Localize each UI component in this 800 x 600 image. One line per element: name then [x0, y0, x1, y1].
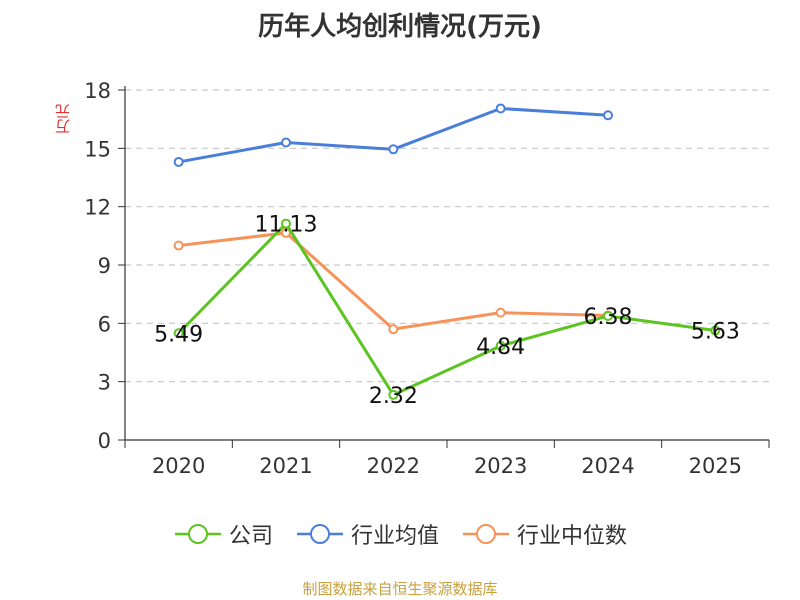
legend-item[interactable]: 行业均值: [295, 518, 439, 550]
chart-title: 历年人均创利情况(万元): [258, 12, 542, 42]
x-tick-label: 2023: [474, 454, 527, 478]
data-label: 4.84: [476, 335, 525, 360]
data-point: [603, 110, 613, 121]
x-tick-label: 2022: [367, 454, 420, 478]
series-line: [178, 231, 609, 331]
data-point: [173, 328, 184, 339]
y-tick-label: 18: [84, 79, 111, 103]
data-point: [603, 310, 613, 321]
y-tick-label: 15: [84, 137, 111, 161]
legend-item[interactable]: 行业中位数: [461, 518, 627, 550]
x-tick-label: 2020: [152, 454, 205, 478]
data-point: [388, 144, 399, 155]
x-tick-label: 2021: [259, 454, 312, 478]
data-point: [281, 218, 291, 229]
data-point: [281, 137, 291, 148]
x-tick-label: 2025: [689, 454, 742, 478]
data-point: [495, 103, 506, 114]
legend-swatch-icon: [174, 524, 221, 544]
y-tick-label: 9: [98, 254, 111, 278]
y-tick-label: 6: [98, 312, 111, 336]
data-point: [173, 156, 184, 167]
series-line: [177, 222, 716, 397]
legend-swatch-icon: [296, 524, 343, 544]
data-point: [388, 324, 399, 335]
x-tick-label: 2024: [581, 454, 634, 478]
data-point: [710, 325, 721, 336]
data-point: [173, 240, 184, 251]
data-point: [495, 340, 506, 351]
y-tick-label: 12: [84, 196, 111, 220]
data-label: 5.63: [691, 320, 740, 345]
data-label: 11.13: [255, 213, 318, 238]
legend: 公司 行业均值 行业中位数: [0, 518, 800, 550]
data-label: 2.32: [369, 384, 418, 409]
data-label: 5.49: [154, 322, 203, 347]
legend-label: 行业均值: [350, 524, 439, 549]
legend-label: 行业中位数: [517, 524, 628, 549]
data-label: 6.38: [584, 305, 633, 330]
data-point: [495, 307, 506, 318]
legend-swatch-icon: [463, 524, 509, 544]
y-tick-label: 0: [98, 429, 111, 453]
y-tick-label: 3: [98, 371, 111, 395]
data-point: [388, 389, 399, 400]
source-note: 制图数据来自恒生聚源数据库: [302, 580, 498, 598]
data-point: [281, 227, 291, 238]
legend-item[interactable]: 公司: [173, 518, 273, 550]
legend-label: 公司: [228, 524, 273, 549]
